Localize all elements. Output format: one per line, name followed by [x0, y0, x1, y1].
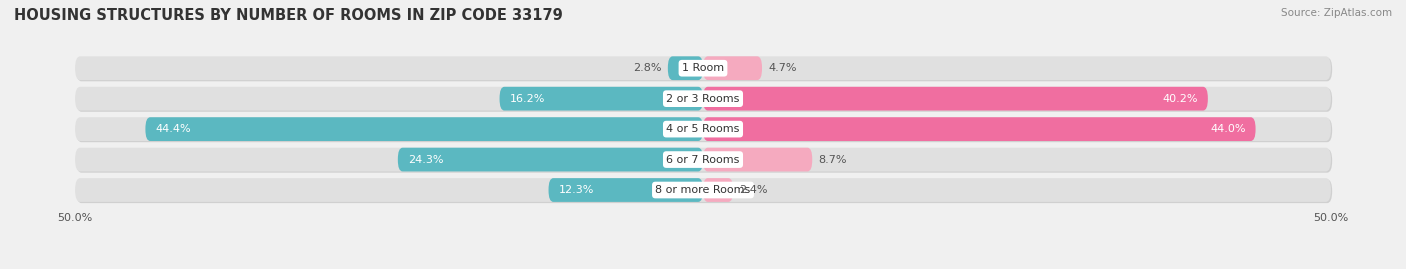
- Text: 1 Room: 1 Room: [682, 63, 724, 73]
- FancyBboxPatch shape: [398, 148, 703, 171]
- FancyBboxPatch shape: [703, 87, 1208, 111]
- Text: 2.8%: 2.8%: [633, 63, 662, 73]
- FancyBboxPatch shape: [76, 58, 1331, 81]
- FancyBboxPatch shape: [76, 88, 1331, 112]
- Text: 44.4%: 44.4%: [156, 124, 191, 134]
- Text: 44.0%: 44.0%: [1211, 124, 1246, 134]
- FancyBboxPatch shape: [76, 149, 1331, 173]
- Text: 2 or 3 Rooms: 2 or 3 Rooms: [666, 94, 740, 104]
- Text: Source: ZipAtlas.com: Source: ZipAtlas.com: [1281, 8, 1392, 18]
- FancyBboxPatch shape: [75, 117, 1331, 141]
- FancyBboxPatch shape: [548, 178, 703, 202]
- Text: HOUSING STRUCTURES BY NUMBER OF ROOMS IN ZIP CODE 33179: HOUSING STRUCTURES BY NUMBER OF ROOMS IN…: [14, 8, 562, 23]
- Text: 8.7%: 8.7%: [818, 155, 846, 165]
- FancyBboxPatch shape: [75, 87, 1331, 111]
- Text: 16.2%: 16.2%: [509, 94, 546, 104]
- Text: 40.2%: 40.2%: [1163, 94, 1198, 104]
- FancyBboxPatch shape: [703, 117, 1256, 141]
- Text: 2.4%: 2.4%: [740, 185, 768, 195]
- FancyBboxPatch shape: [668, 56, 703, 80]
- FancyBboxPatch shape: [703, 56, 762, 80]
- FancyBboxPatch shape: [703, 178, 733, 202]
- FancyBboxPatch shape: [76, 179, 1331, 203]
- FancyBboxPatch shape: [145, 117, 703, 141]
- Text: 12.3%: 12.3%: [558, 185, 593, 195]
- Text: 8 or more Rooms: 8 or more Rooms: [655, 185, 751, 195]
- Text: 4.7%: 4.7%: [768, 63, 797, 73]
- FancyBboxPatch shape: [703, 148, 813, 171]
- Text: 4 or 5 Rooms: 4 or 5 Rooms: [666, 124, 740, 134]
- Text: 6 or 7 Rooms: 6 or 7 Rooms: [666, 155, 740, 165]
- FancyBboxPatch shape: [499, 87, 703, 111]
- FancyBboxPatch shape: [76, 118, 1331, 142]
- FancyBboxPatch shape: [75, 178, 1331, 202]
- FancyBboxPatch shape: [75, 56, 1331, 80]
- FancyBboxPatch shape: [75, 148, 1331, 171]
- Text: 24.3%: 24.3%: [408, 155, 443, 165]
